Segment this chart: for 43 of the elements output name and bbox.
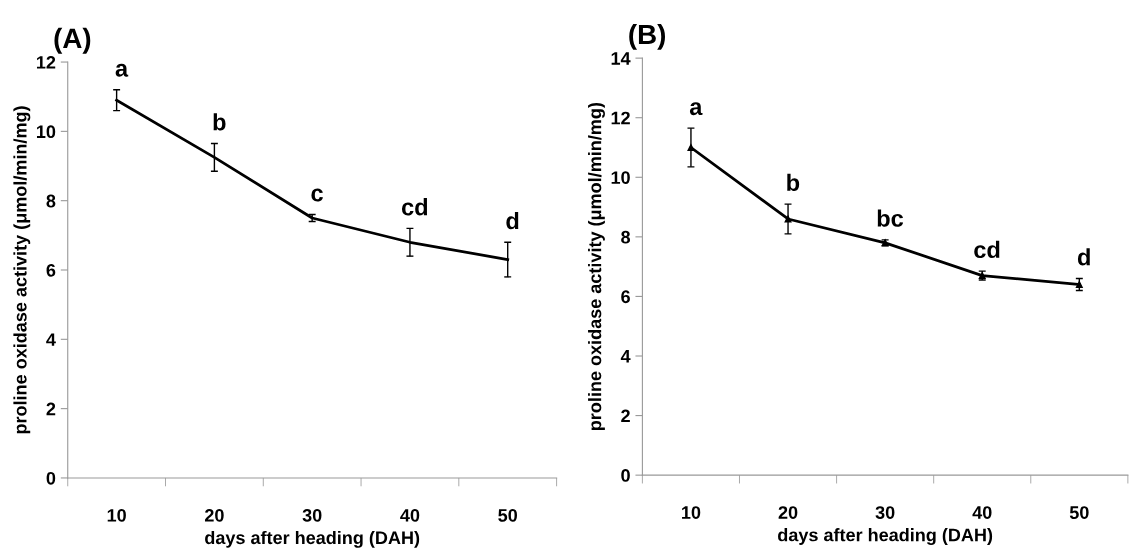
y-tick-label: 8 [46, 194, 56, 208]
y-tick-label: 6 [46, 263, 56, 277]
x-tick-label: 10 [107, 508, 126, 522]
point [687, 144, 695, 151]
y-tick-label: 0 [621, 469, 630, 482]
x-tick-label: 20 [778, 506, 798, 519]
y-tick-label: 6 [621, 290, 630, 304]
annotation: a [689, 102, 703, 116]
chart-title: (B) [629, 23, 666, 50]
x-tick-label: 40 [400, 508, 420, 522]
y-tick-label: 4 [46, 333, 56, 346]
y-tick-label: 2 [621, 409, 630, 423]
annotation: b [787, 173, 800, 192]
x-tick-label: 40 [972, 506, 992, 519]
x-tick-label: 50 [498, 508, 518, 522]
x-tick-label: 30 [302, 508, 322, 522]
y-tick-label: 14 [611, 52, 631, 65]
y-tick-label: 2 [46, 402, 56, 416]
y-tick-label: 12 [611, 111, 630, 125]
x-tick-label: 10 [682, 506, 701, 519]
x-tick-label: 20 [204, 508, 224, 522]
y-tick-label: 10 [611, 171, 630, 184]
annotation: b [213, 113, 226, 131]
y-tick-label: 0 [46, 471, 56, 485]
x-tick-label: 30 [875, 506, 895, 519]
annotation: a [115, 63, 129, 77]
y-axis-title: proline oxidase activity (μmol/min/mg) [13, 106, 31, 434]
y-axis-title: proline oxidase activity (μmol/min/mg) [588, 102, 605, 430]
x-axis-title: days after heading (DAH) [778, 528, 993, 545]
chart-title: (A) [54, 27, 91, 54]
annotation: cd [401, 198, 428, 216]
y-tick-label: 10 [36, 125, 56, 139]
y-tick-label: 8 [621, 230, 631, 244]
point [1075, 281, 1083, 288]
annotation: c [311, 188, 323, 202]
x-axis-title: days after heading (DAH) [205, 530, 420, 548]
annotation: bc [877, 209, 904, 227]
annotation: cd [974, 240, 1000, 259]
x-tick-label: 50 [1069, 506, 1089, 519]
y-tick-label: 4 [620, 350, 631, 363]
annotation: d [506, 211, 519, 230]
annotation: d [1077, 248, 1090, 266]
y-tick-label: 12 [36, 55, 56, 69]
